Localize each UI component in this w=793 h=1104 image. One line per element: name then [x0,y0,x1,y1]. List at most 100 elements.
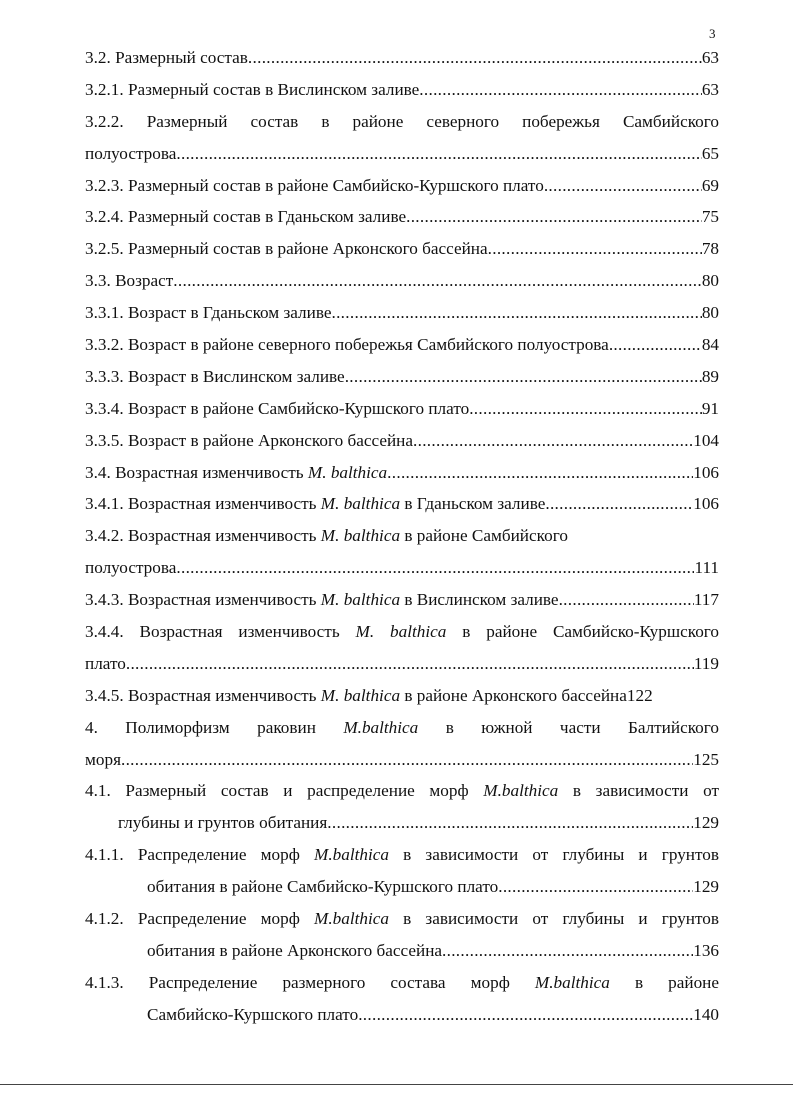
toc-line: 3.4.4. Возрастная изменчивость M. balthi… [85,616,719,648]
toc-line: 3.3.4. Возраст в районе Самбийско-Куршск… [85,393,719,425]
text-segment: 3.2.3. Размерный состав в районе Самбийс… [85,175,544,195]
species-name: M. balthica [320,526,401,546]
toc-entry-text: 3.4.4. Возрастная изменчивость M. balthi… [85,616,719,648]
toc-page-number: 106 [693,462,719,482]
toc-entry-text: 3.4.3. Возрастная изменчивость M. balthi… [85,584,559,616]
dot-leader [358,999,693,1031]
toc-entry-text: плато [85,648,126,680]
text-segment: 4.1.1. Распределение морф [85,845,315,865]
toc-entry-text: 4.1. Размерный состав и распределение мо… [85,775,719,807]
text-segment: 3.2.2. Размерный состав в районе северно… [85,111,719,131]
text-segment: 3.3.5. Возраст в районе Арконского бассе… [85,430,414,450]
toc-line: 3.2.1. Размерный состав в Вислинском зал… [85,74,719,106]
toc-line: 3.3.3. Возраст в Вислинском заливе 89 [85,361,719,393]
toc-entry-text: 3.4.5. Возрастная изменчивость M. balthi… [85,680,627,712]
toc-page-number: 106 [693,494,719,514]
dot-leader [406,201,702,233]
dot-leader [248,42,702,74]
text-segment: 3.2.1. Размерный состав в Вислинском зал… [85,79,420,99]
toc-entry-text: 4.1.3. Распределение размерного состава … [85,967,719,999]
text-segment: полуострова [85,558,177,578]
text-segment: полуострова [85,143,177,163]
toc-page-number: 65 [701,143,719,163]
dot-leader [345,361,702,393]
toc-line: 3.2.3. Размерный состав в районе Самбийс… [85,170,719,202]
toc-line: обитания в районе Арконского бассейна 136 [85,935,719,967]
toc-line: глубины и грунтов обитания 129 [85,807,719,839]
dot-leader [413,425,693,457]
dot-leader [609,329,702,361]
toc-entry-text: 4.1.1. Распределение морф M.balthica в з… [85,839,719,871]
text-segment: 3.4.5. Возрастная изменчивость [85,685,321,705]
toc-entry-text: 3.4. Возрастная изменчивость M. balthica [85,457,387,489]
text-segment: Самбийско-Куршского плато [147,1004,359,1024]
text-segment: 3.4.1. Возрастная изменчивость [85,494,321,514]
text-segment: обитания в районе Арконского бассейна [147,940,443,960]
toc-line: полуострова 111 [85,552,719,584]
text-segment: 3.4.3. Возрастная изменчивость [85,590,321,610]
toc-entry-text: 4.1.2. Распределение морф M.balthica в з… [85,903,719,935]
text-segment: в Вислинском заливе [400,590,559,610]
text-segment: глубины и грунтов обитания [118,813,328,833]
toc-line: 3.4.1. Возрастная изменчивость M. balthi… [85,488,719,520]
dot-leader [327,807,693,839]
toc-page-number: 75 [701,207,719,227]
text-segment: в районе Самбийского [400,526,568,546]
toc-page-number: 84 [701,335,719,355]
species-name: M.balthica [343,717,419,737]
dot-leader [545,488,693,520]
text-segment: в районе [609,972,719,992]
toc-line: 3.4.3. Возрастная изменчивость M. balthi… [85,584,719,616]
text-segment: в зависимости от глубины и грунтов [388,909,719,929]
toc-entry-text: 3.3.4. Возраст в районе Самбийско-Куршск… [85,393,469,425]
text-segment: в Гданьском заливе [400,494,546,514]
toc-line: 3.4. Возрастная изменчивость M. balthica… [85,457,719,489]
toc-line: 3.3. Возраст 80 [85,265,719,297]
dot-leader [488,233,702,265]
toc-line: Самбийско-Куршского плато 140 [85,999,719,1031]
toc-entry-text: 3.2.1. Размерный состав в Вислинском зал… [85,74,419,106]
toc-entry-text: глубины и грунтов обитания [118,807,327,839]
text-segment: 4.1.2. Распределение морф [85,909,315,929]
dot-leader [121,744,693,776]
text-segment: 3.2.4. Размерный состав в Гданьском зали… [85,207,407,227]
text-segment: в районе Самбийско-Куршского [446,622,719,642]
toc-line: 3.2.4. Размерный состав в Гданьском зали… [85,201,719,233]
species-name: M.balthica [483,781,559,801]
toc-line: 3.2. Размерный состав 63 [85,42,719,74]
toc-entry-text: 3.3.2. Возраст в районе северного побере… [85,329,609,361]
toc-entry-text: 3.2.4. Размерный состав в Гданьском зали… [85,201,406,233]
text-segment: обитания в районе Самбийско-Куршского пл… [147,877,499,897]
toc-entry-text: моря [85,744,121,776]
toc-page-number: 63 [701,79,719,99]
toc-line: 4. Полиморфизм раковин M.balthica в южно… [85,712,719,744]
dot-leader [331,297,701,329]
species-name: M. balthica [320,494,401,514]
toc-page-number: 125 [693,749,719,769]
text-segment: 3.3.4. Возраст в районе Самбийско-Куршск… [85,398,470,418]
text-segment: в зависимости от глубины и грунтов [388,845,719,865]
species-name: M.balthica [534,972,610,992]
toc-entry-text: 3.2.3. Размерный состав в районе Самбийс… [85,170,544,202]
dot-leader [176,138,701,170]
text-segment: в зависимости от [558,781,719,801]
toc-page-number: 69 [701,175,719,195]
toc-page-number: 117 [693,590,719,610]
text-segment: в южной части Балтийского [418,717,719,737]
toc-line: плато 119 [85,648,719,680]
toc-line: обитания в районе Самбийско-Куршского пл… [85,871,719,903]
text-segment: 3.4.4. Возрастная изменчивость [85,622,356,642]
toc-entry-text: 3.2.5. Размерный состав в районе Арконск… [85,233,488,265]
dot-leader [126,648,694,680]
toc-entry-text: 3.4.2. Возрастная изменчивость M. balthi… [85,520,568,552]
text-segment: 4. Полиморфизм раковин [85,717,344,737]
toc-page-number: 80 [701,303,719,323]
toc-entry-text: полуострова [85,138,176,170]
text-segment: 3.3. Возраст [85,271,174,291]
toc-entry-text: 3.3.1. Возраст в Гданьском заливе [85,297,331,329]
toc-entry-text: 3.2. Размерный состав [85,42,248,74]
toc-page-number: 63 [701,48,719,67]
toc-page-number: 91 [701,398,719,418]
dot-leader [173,265,702,297]
toc-page-number: 129 [693,877,719,897]
